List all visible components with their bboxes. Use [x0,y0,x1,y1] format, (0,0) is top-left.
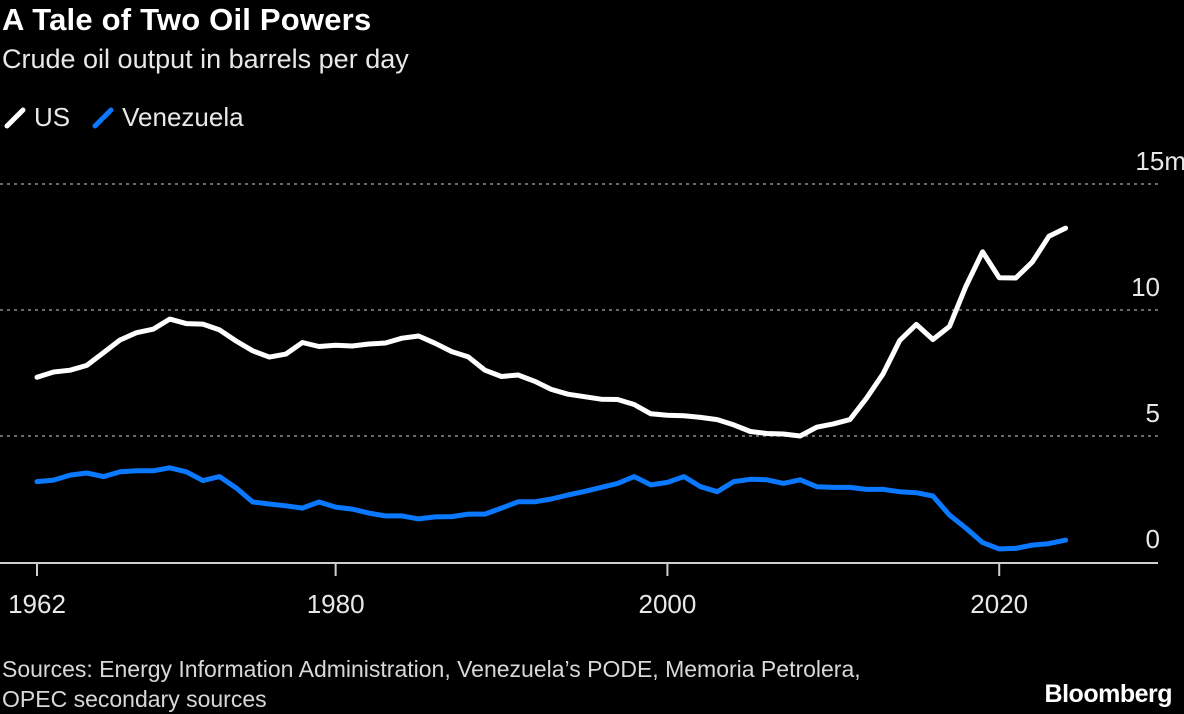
source-note: Sources: Energy Information Administrati… [2,656,861,712]
chart-subtitle: Crude oil output in barrels per day [2,44,409,74]
series-line-venezuela [34,465,1069,552]
legend-label-us: US [34,102,71,132]
legend-swatch-venezuela [92,107,114,128]
x-tick-label: 1962 [8,589,66,619]
legend-swatch-us [4,107,26,128]
x-tick-label: 1980 [307,589,365,619]
legend-label-venezuela: Venezuela [122,102,244,132]
chart-title: A Tale of Two Oil Powers [2,2,372,37]
legend-item-venezuela: Venezuela [92,102,244,133]
x-tick-label: 2000 [638,589,696,619]
y-tick-label: 5 [1146,398,1160,428]
y-tick-label: 10 [1131,272,1160,302]
y-tick-label: 15m [1135,146,1184,176]
x-tick-label: 2020 [970,589,1028,619]
y-tick-label: 0 [1146,524,1160,554]
legend-item-us: US [4,102,70,133]
series-line-us [34,225,1069,439]
legend: US Venezuela [4,102,244,133]
bloomberg-logo: Bloomberg [1044,680,1173,708]
